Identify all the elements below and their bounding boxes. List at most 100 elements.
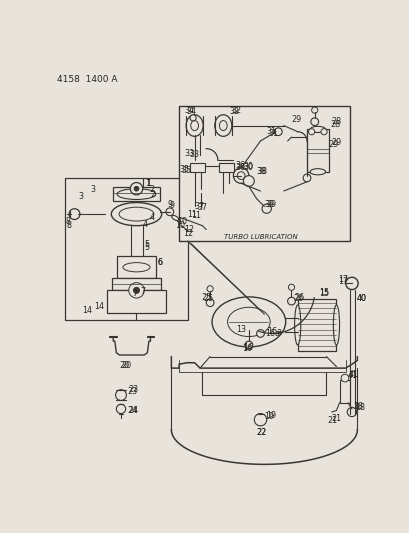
Text: 37: 37 bbox=[196, 204, 207, 213]
Circle shape bbox=[261, 204, 271, 213]
Circle shape bbox=[320, 128, 326, 135]
Circle shape bbox=[310, 118, 318, 126]
Text: 5: 5 bbox=[144, 243, 149, 252]
Text: 9: 9 bbox=[169, 201, 174, 210]
Text: 16: 16 bbox=[241, 344, 251, 353]
Bar bbox=[111, 278, 161, 290]
Text: 6: 6 bbox=[157, 258, 162, 267]
Text: 36: 36 bbox=[235, 161, 245, 170]
Text: 11: 11 bbox=[187, 211, 196, 220]
Ellipse shape bbox=[119, 207, 153, 221]
Ellipse shape bbox=[309, 126, 325, 133]
Text: 9: 9 bbox=[167, 199, 172, 208]
Text: 11: 11 bbox=[190, 211, 200, 220]
Text: 16a: 16a bbox=[265, 329, 279, 338]
Text: 37: 37 bbox=[194, 202, 204, 211]
Circle shape bbox=[166, 208, 173, 216]
Circle shape bbox=[340, 374, 348, 382]
Circle shape bbox=[302, 174, 310, 182]
Text: 12: 12 bbox=[182, 229, 193, 238]
Text: 39: 39 bbox=[266, 199, 276, 208]
Circle shape bbox=[116, 405, 125, 414]
Circle shape bbox=[134, 187, 139, 191]
Text: 24: 24 bbox=[127, 406, 137, 415]
Ellipse shape bbox=[117, 189, 155, 199]
Text: 20: 20 bbox=[121, 361, 131, 370]
Ellipse shape bbox=[186, 115, 202, 136]
Text: 14: 14 bbox=[82, 306, 92, 315]
Ellipse shape bbox=[214, 115, 231, 136]
Text: 38: 38 bbox=[257, 167, 267, 176]
Text: 29: 29 bbox=[328, 140, 338, 149]
Text: 15: 15 bbox=[319, 289, 329, 298]
Text: 16a: 16a bbox=[266, 327, 281, 336]
Text: 31: 31 bbox=[267, 129, 278, 138]
Text: 21: 21 bbox=[326, 416, 337, 425]
Text: 41: 41 bbox=[348, 370, 358, 379]
Text: 40: 40 bbox=[356, 294, 366, 303]
Text: 38: 38 bbox=[256, 167, 266, 176]
Text: 31: 31 bbox=[266, 127, 276, 136]
Text: 32: 32 bbox=[229, 107, 239, 116]
Text: 22: 22 bbox=[256, 427, 266, 437]
Text: 17: 17 bbox=[337, 275, 347, 284]
Bar bbox=[113, 187, 160, 201]
Bar bbox=[306, 130, 328, 172]
Text: 4: 4 bbox=[142, 220, 147, 229]
Text: 28: 28 bbox=[331, 117, 341, 126]
Ellipse shape bbox=[294, 305, 300, 345]
Text: 8: 8 bbox=[65, 217, 70, 227]
Circle shape bbox=[237, 172, 245, 180]
Text: 23: 23 bbox=[127, 387, 137, 395]
Bar bbox=[297, 299, 336, 351]
Ellipse shape bbox=[123, 263, 150, 272]
Text: 24: 24 bbox=[128, 406, 139, 415]
Text: 22: 22 bbox=[256, 427, 266, 437]
Text: TURBO LUBRICATION: TURBO LUBRICATION bbox=[223, 234, 297, 240]
Circle shape bbox=[189, 115, 196, 121]
Text: 39: 39 bbox=[264, 199, 274, 208]
Ellipse shape bbox=[190, 120, 198, 131]
Circle shape bbox=[207, 286, 213, 292]
Text: 25: 25 bbox=[202, 294, 213, 303]
Text: 28: 28 bbox=[329, 119, 339, 128]
Bar bbox=[65, 178, 187, 320]
Bar bbox=[339, 379, 350, 403]
Text: 10: 10 bbox=[176, 217, 187, 227]
Ellipse shape bbox=[227, 308, 270, 336]
Text: 2: 2 bbox=[149, 185, 155, 194]
Circle shape bbox=[130, 182, 142, 195]
Bar bbox=[218, 163, 234, 172]
Ellipse shape bbox=[333, 305, 339, 345]
Circle shape bbox=[245, 341, 252, 349]
Ellipse shape bbox=[219, 120, 227, 131]
Text: 21: 21 bbox=[331, 414, 341, 423]
Text: 19: 19 bbox=[265, 411, 275, 421]
Text: 3: 3 bbox=[90, 185, 95, 194]
Text: 34: 34 bbox=[184, 106, 194, 115]
Text: 14: 14 bbox=[94, 302, 103, 311]
Text: 1: 1 bbox=[145, 179, 150, 188]
Text: 35: 35 bbox=[180, 165, 189, 174]
Circle shape bbox=[256, 329, 264, 337]
Text: 40: 40 bbox=[356, 294, 366, 303]
Text: 15: 15 bbox=[319, 288, 329, 297]
Text: 29: 29 bbox=[331, 138, 341, 147]
Text: 36: 36 bbox=[235, 164, 245, 172]
Text: 3: 3 bbox=[78, 192, 83, 201]
Text: 7: 7 bbox=[132, 289, 137, 298]
Circle shape bbox=[311, 107, 317, 113]
Text: 26: 26 bbox=[294, 293, 304, 302]
Text: 41: 41 bbox=[346, 372, 356, 381]
Text: 30: 30 bbox=[243, 164, 253, 172]
Text: 12: 12 bbox=[184, 225, 194, 234]
Text: 17: 17 bbox=[337, 277, 347, 286]
Circle shape bbox=[243, 175, 254, 187]
Text: 8: 8 bbox=[67, 221, 72, 230]
Circle shape bbox=[128, 282, 144, 298]
Text: 29: 29 bbox=[291, 115, 301, 124]
Ellipse shape bbox=[171, 215, 178, 221]
Bar bbox=[179, 106, 349, 241]
Circle shape bbox=[288, 284, 294, 290]
Text: 19: 19 bbox=[264, 412, 274, 421]
